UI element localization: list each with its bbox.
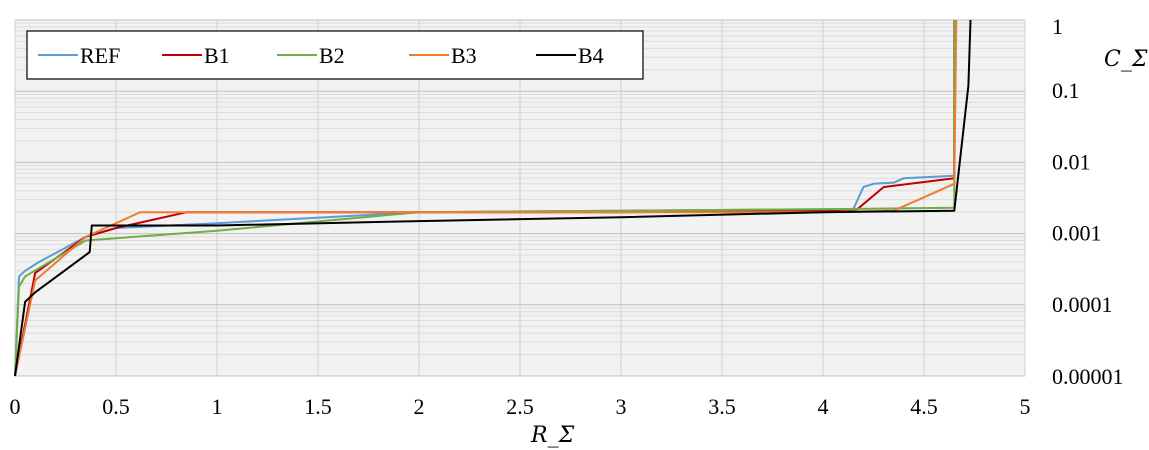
legend-label-b3: B3 (451, 43, 477, 68)
legend-label-b2: B2 (319, 43, 345, 68)
series-lines (14, 19, 972, 377)
x-tick-label: 0 (10, 394, 21, 419)
x-tick-label: 3.5 (708, 394, 736, 419)
y-axis-label: C_Σ (1104, 47, 1148, 72)
x-tick-label: 5 (1020, 394, 1031, 419)
series-line-b4 (14, 19, 972, 377)
legend-label-b1: B1 (204, 43, 230, 68)
legend-label-b4: B4 (578, 43, 604, 68)
legend: REF B1 B2 B3 B4 (26, 30, 644, 80)
y-tick-label: 0.001 (1052, 221, 1102, 246)
x-axis-label: R_Σ (530, 423, 575, 448)
series-line-b3 (14, 19, 958, 377)
x-tick-label: 2 (414, 394, 425, 419)
y-tick-labels: 0.00001 0.0001 0.001 0.01 0.1 1 (1052, 14, 1124, 389)
y-tick-label: 0.01 (1052, 149, 1091, 174)
series-line-b2 (14, 20, 956, 377)
y-tick-label: 1 (1052, 14, 1063, 39)
x-tick-label: 4.5 (910, 394, 938, 419)
x-tick-label: 0.5 (102, 394, 130, 419)
x-tick-label: 1 (212, 394, 223, 419)
y-tick-label: 0.1 (1052, 78, 1080, 103)
legend-label-ref: REF (80, 43, 120, 68)
x-tick-label: 4 (818, 394, 829, 419)
y-tick-label: 0.0001 (1052, 292, 1113, 317)
gridlines (14, 19, 1026, 377)
y-tick-label: 0.00001 (1052, 364, 1124, 389)
x-tick-label: 2.5 (506, 394, 534, 419)
x-tick-label: 1.5 (304, 394, 332, 419)
x-tick-labels: 0 0.5 1 1.5 2 2.5 3 3.5 4 4.5 5 (10, 394, 1031, 419)
x-tick-label: 3 (616, 394, 627, 419)
